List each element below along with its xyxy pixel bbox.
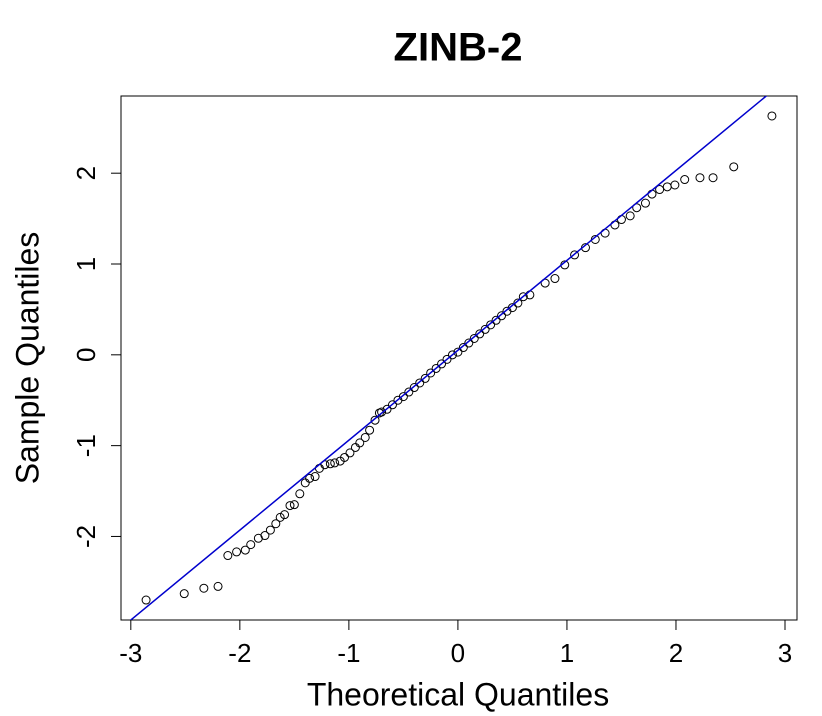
y-tick-label: 1 xyxy=(71,257,101,271)
x-tick-label: -3 xyxy=(119,638,142,668)
plot-area xyxy=(129,96,777,620)
x-tick-label: 3 xyxy=(778,638,792,668)
point xyxy=(680,175,690,185)
point xyxy=(330,458,340,468)
point xyxy=(370,415,380,425)
point xyxy=(295,489,305,499)
point xyxy=(437,359,447,369)
x-tick-label: 0 xyxy=(451,638,465,668)
point xyxy=(518,292,528,302)
point xyxy=(280,510,290,520)
plot-frame xyxy=(120,95,798,621)
point xyxy=(767,111,777,121)
point xyxy=(213,581,223,591)
point xyxy=(345,448,355,458)
point xyxy=(729,162,739,172)
point xyxy=(458,343,468,353)
point xyxy=(442,354,452,364)
point xyxy=(232,547,242,557)
point xyxy=(265,525,275,535)
point xyxy=(365,425,375,435)
x-tick-label: -1 xyxy=(337,638,360,668)
point xyxy=(409,383,419,393)
point xyxy=(491,315,501,325)
point xyxy=(246,540,256,550)
y-tick-label: 0 xyxy=(71,348,101,362)
point xyxy=(350,442,360,452)
point xyxy=(708,173,718,183)
point xyxy=(240,545,250,555)
point xyxy=(325,459,335,469)
point xyxy=(141,595,151,605)
point xyxy=(360,432,370,442)
point xyxy=(447,350,457,360)
point xyxy=(431,363,441,373)
point xyxy=(507,303,517,313)
x-axis-title: Theoretical Quantiles xyxy=(307,676,609,712)
y-tick-label: -2 xyxy=(71,525,101,548)
point xyxy=(305,473,315,483)
point xyxy=(275,512,285,522)
point xyxy=(404,387,414,397)
point xyxy=(377,407,387,417)
point xyxy=(387,400,397,410)
point xyxy=(382,404,392,414)
point xyxy=(497,311,507,321)
point xyxy=(285,501,295,511)
point xyxy=(179,589,189,599)
point xyxy=(640,198,650,208)
reference-line xyxy=(129,96,768,620)
point xyxy=(695,173,705,183)
point xyxy=(655,185,665,195)
point xyxy=(486,320,496,330)
point xyxy=(223,551,233,561)
point xyxy=(464,338,474,348)
point xyxy=(398,392,408,402)
point xyxy=(469,333,479,343)
x-tick-label: 2 xyxy=(669,638,683,668)
point xyxy=(420,373,430,383)
point xyxy=(300,478,310,488)
point xyxy=(480,324,490,334)
x-tick-label: 1 xyxy=(560,638,574,668)
point xyxy=(199,583,209,593)
point xyxy=(662,182,672,192)
point xyxy=(355,438,365,448)
point xyxy=(426,368,436,378)
point xyxy=(260,531,270,541)
y-axis-title: Sample Quantiles xyxy=(9,232,45,485)
point xyxy=(271,519,281,529)
y-tick-label: 2 xyxy=(71,166,101,180)
point xyxy=(415,378,425,388)
point xyxy=(340,452,350,462)
point xyxy=(570,250,580,260)
point xyxy=(625,211,635,221)
point xyxy=(670,180,680,190)
point xyxy=(475,329,485,339)
y-tick-label: -1 xyxy=(71,434,101,457)
point xyxy=(453,347,463,357)
x-tick-label: -2 xyxy=(228,638,251,668)
point xyxy=(289,500,299,510)
chart-title: ZINB-2 xyxy=(394,26,523,70)
point xyxy=(513,298,523,308)
point xyxy=(616,215,626,225)
point xyxy=(310,472,320,482)
point xyxy=(647,189,657,199)
point xyxy=(550,274,560,284)
